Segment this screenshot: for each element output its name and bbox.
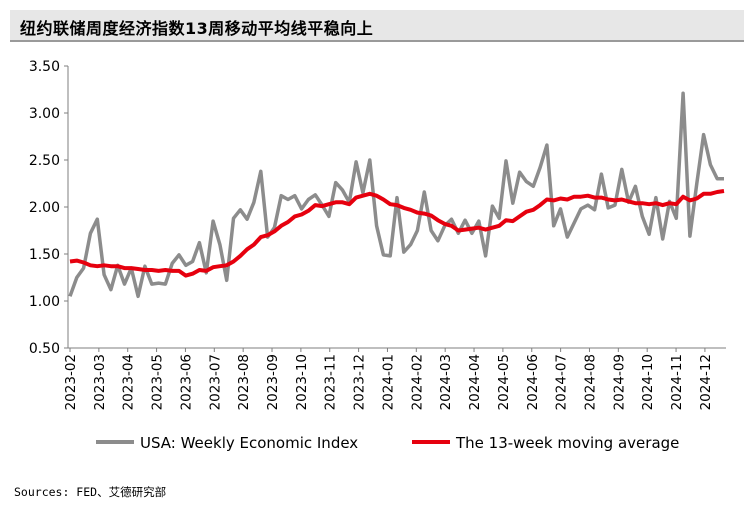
source-note: Sources: FED、艾德研究部	[14, 485, 167, 499]
page-title: 纽约联储周度经济指数13周移动平均线平稳向上	[20, 19, 374, 38]
x-tick-label: 2024-05	[496, 354, 512, 410]
x-tick-label: 2023-06	[178, 354, 194, 410]
x-tick-label: 2024-12	[698, 354, 714, 410]
y-tick-label: 2.50	[29, 153, 60, 169]
x-tick-label: 2023-08	[236, 354, 252, 410]
x-tick-label: 2024-01	[380, 354, 396, 410]
legend-label-index: USA: Weekly Economic Index	[140, 434, 358, 452]
x-tick-label: 2024-04	[467, 354, 483, 410]
x-tick-label: 2023-11	[323, 354, 339, 410]
chart-series	[68, 91, 725, 299]
x-tick-label: 2023-07	[207, 354, 223, 410]
x-tick-label: 2024-02	[409, 354, 425, 410]
series-line-13-week-moving-average	[69, 189, 725, 278]
x-axis-ticks: 2023-02 2023-03 2023-04 2023-05 2023-06 2023-…	[63, 348, 714, 410]
y-tick-label: 1.50	[29, 247, 60, 263]
chart-area: 0.50 1.00 1.50 2.00 2.50 3.00 3.50 2023-02 2023…	[0, 44, 754, 484]
x-tick-label: 2023-12	[352, 354, 368, 410]
x-tick-label: 2024-11	[669, 354, 685, 410]
x-tick-label: 2023-09	[265, 354, 281, 410]
x-tick-label: 2023-02	[63, 354, 79, 410]
x-tick-label: 2023-03	[92, 354, 108, 410]
y-axis-ticks: 0.50 1.00 1.50 2.00 2.50 3.00 3.50	[29, 59, 68, 357]
series-line-weekly-economic-index	[68, 91, 724, 299]
chart-legend: USA: Weekly Economic Index The 13-week m…	[96, 434, 679, 452]
x-tick-label: 2024-03	[438, 354, 454, 410]
x-tick-label: 2024-09	[611, 354, 627, 410]
legend-label-ma: The 13-week moving average	[455, 434, 679, 452]
x-tick-label: 2024-07	[554, 354, 570, 410]
x-tick-label: 2023-10	[294, 354, 310, 410]
y-tick-label: 1.00	[29, 294, 60, 310]
y-tick-label: 2.00	[29, 200, 60, 216]
y-tick-label: 3.00	[29, 106, 60, 122]
x-tick-label: 2024-06	[525, 354, 541, 410]
line-chart: 0.501.001.502.002.503.003.50 2023-02 2023…	[29, 59, 726, 452]
y-tick-label: 3.50	[29, 59, 60, 75]
x-tick-label: 2023-04	[121, 354, 137, 410]
y-tick-label: 0.50	[29, 341, 60, 357]
x-tick-label: 2024-10	[640, 354, 656, 410]
title-bar: 纽约联储周度经济指数13周移动平均线平稳向上	[10, 10, 744, 42]
x-tick-label: 2024-08	[582, 354, 598, 410]
x-tick-label: 2023-05	[150, 354, 166, 410]
